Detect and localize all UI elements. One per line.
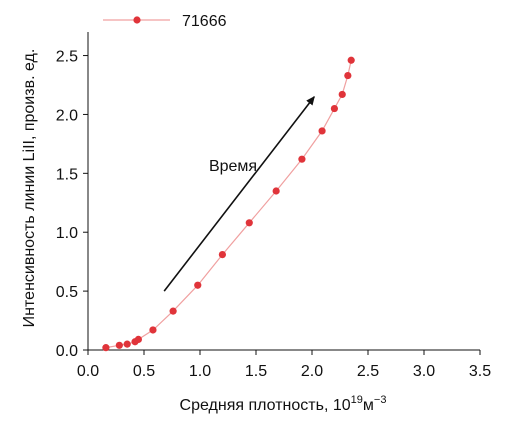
data-point <box>318 127 326 135</box>
y-tick-label: 0.0 <box>56 343 78 360</box>
y-tick-label: 1.5 <box>56 166 78 183</box>
data-point <box>338 90 346 99</box>
x-axis-label: Средняя плотность, 1019м−3 <box>180 394 387 414</box>
data-point <box>272 187 280 195</box>
y-ticks: 0.0 0.5 1.0 1.5 2.0 2.5 <box>56 49 88 360</box>
legend: 71666 <box>103 13 227 30</box>
legend-label: 71666 <box>182 13 227 30</box>
x-axis-label-unit: м <box>363 397 374 414</box>
x-tick-label: 0.0 <box>77 363 99 380</box>
plot-frame <box>87 32 480 351</box>
data-point <box>194 281 202 289</box>
y-tick-label: 2.5 <box>56 49 78 66</box>
data-point <box>169 307 177 315</box>
y-axis-label: Интенсивность линии LiII, произв. ед. <box>21 49 38 328</box>
data-point <box>347 56 355 64</box>
y-tick-label: 0.5 <box>56 284 78 301</box>
x-tick-label: 1.0 <box>189 363 211 380</box>
series-line <box>105 60 352 349</box>
y-tick-label: 2.0 <box>56 107 78 124</box>
data-point <box>330 104 338 113</box>
data-point <box>298 155 306 163</box>
data-point <box>115 341 123 349</box>
data-point <box>102 344 110 352</box>
time-annotation: Время <box>209 158 257 175</box>
x-axis-label-exponent: 19 <box>351 394 363 406</box>
legend-marker <box>133 16 141 24</box>
x-axis-label-unit-exponent: −3 <box>374 394 387 406</box>
data-point <box>218 251 226 259</box>
series-layer <box>102 56 355 352</box>
data-point <box>245 219 253 227</box>
data-point <box>134 335 142 343</box>
x-tick-label: 2.5 <box>357 363 379 380</box>
data-point <box>149 326 157 334</box>
time-arrow <box>163 95 315 292</box>
data-point <box>123 340 131 348</box>
x-tick-label: 1.5 <box>245 363 267 380</box>
y-tick-label: 1.0 <box>56 225 78 242</box>
x-tick-label: 3.5 <box>469 363 491 380</box>
x-tick-label: 0.5 <box>133 363 155 380</box>
data-point <box>344 71 352 80</box>
x-ticks: 0.0 0.5 1.0 1.5 2.0 2.5 3.0 3.5 <box>77 350 491 380</box>
x-tick-label: 2.0 <box>301 363 323 380</box>
x-tick-label: 3.0 <box>413 363 435 380</box>
